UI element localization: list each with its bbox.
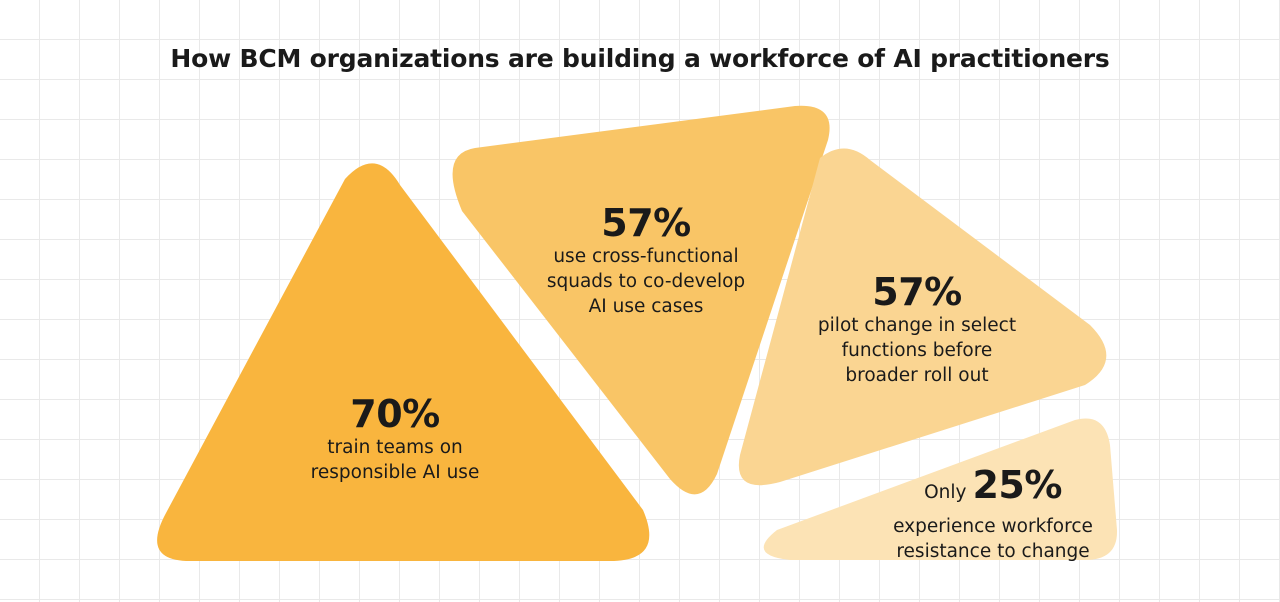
stat-train-teams: 70% train teams on responsible AI use xyxy=(311,393,480,485)
stat-cross-functional-squads: 57% use cross-functional squads to co-de… xyxy=(547,202,745,319)
stat-workforce-resistance: Only 25% experience workforce resistance … xyxy=(893,464,1093,564)
stat-percent: 57% xyxy=(872,270,962,314)
stat-description: experience workforce resistance to chang… xyxy=(893,516,1093,562)
triangle-shape-3 xyxy=(738,148,1107,486)
page-title: How BCM organizations are building a wor… xyxy=(170,44,1110,73)
stat-description: train teams on responsible AI use xyxy=(310,437,480,483)
stat-description: use cross-functional squads to co-develo… xyxy=(546,246,746,317)
stat-percent: 25% xyxy=(972,463,1062,507)
triangle-shape-2 xyxy=(452,105,830,495)
triangle-shape-4 xyxy=(763,418,1118,560)
stat-description: pilot change in select functions before … xyxy=(817,315,1017,386)
stat-prefix: Only xyxy=(924,482,967,503)
stat-percent-row: Only 25% xyxy=(893,464,1093,514)
triangle-shape-1 xyxy=(157,163,650,562)
stat-percent: 70% xyxy=(350,392,440,436)
stat-percent: 57% xyxy=(601,201,691,245)
stat-pilot-change: 57% pilot change in select functions bef… xyxy=(818,271,1016,388)
